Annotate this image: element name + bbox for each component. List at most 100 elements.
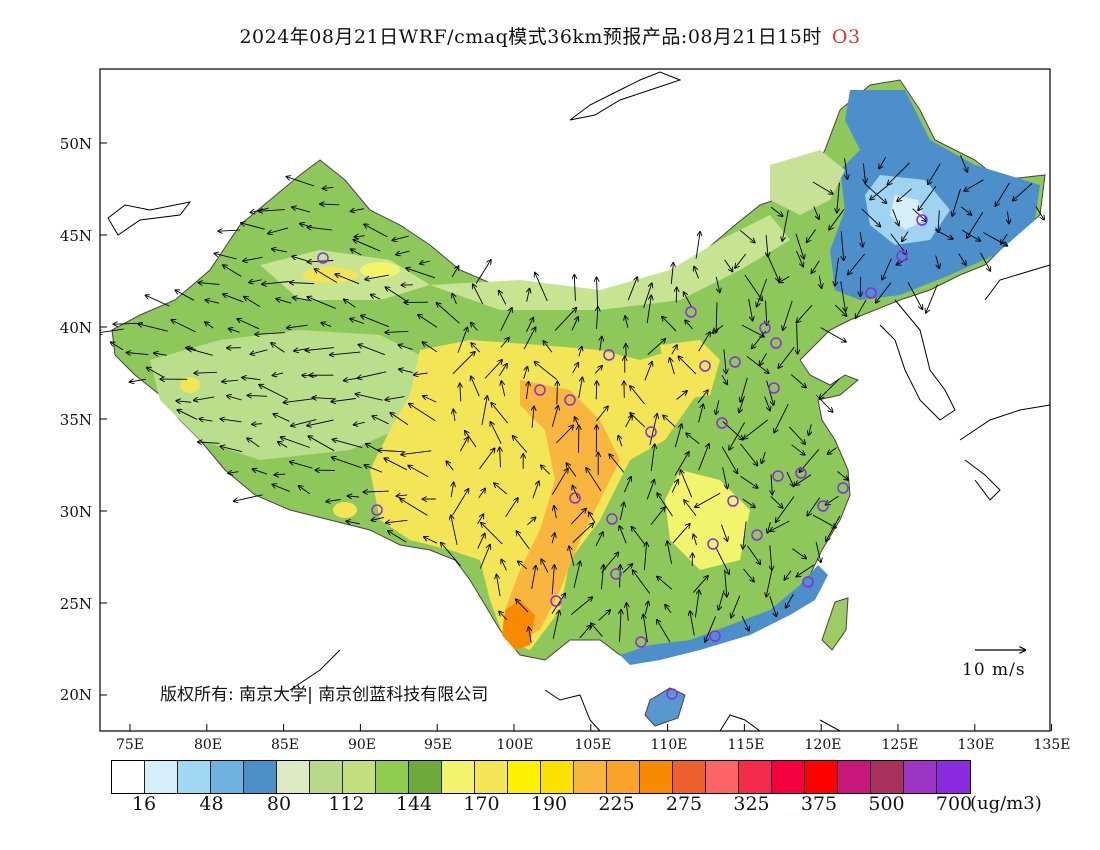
station-marker	[534, 384, 546, 396]
lon-label-75e: 75E	[115, 737, 145, 753]
wind-arrow	[397, 495, 408, 496]
wind-arrow	[928, 163, 941, 185]
wind-arrow	[791, 444, 805, 455]
wind-arrow	[740, 475, 758, 488]
colorbar-legend	[111, 760, 971, 794]
wind-arrow	[678, 356, 697, 375]
wind-arrow	[790, 374, 806, 388]
wind-arrow	[570, 509, 586, 525]
wind-arrow	[361, 316, 389, 328]
wind-arrow	[552, 533, 555, 544]
wind-arrow	[306, 347, 335, 351]
wind-arrow	[335, 274, 360, 285]
wind-arrow	[358, 371, 387, 378]
station-marker	[772, 470, 784, 482]
wind-arrow	[770, 545, 772, 570]
wind-arrow	[543, 341, 553, 353]
wind-arrow	[748, 299, 753, 321]
wind-arrow	[499, 612, 508, 621]
wind-arrow	[243, 256, 263, 261]
wind-arrow	[594, 366, 602, 374]
wind-arrow	[902, 231, 909, 242]
wind-arrow	[323, 187, 334, 188]
wind-vectors	[100, 155, 1045, 643]
wind-arrow	[716, 400, 719, 414]
wind-arrow	[572, 523, 594, 543]
wind-arrow	[935, 255, 940, 268]
wind-arrow	[268, 227, 289, 234]
legend-tick-label: 700	[935, 793, 973, 815]
lat-label-50n: 50N	[59, 135, 92, 153]
wind-arrow	[828, 447, 837, 455]
wind-arrow	[820, 378, 840, 399]
wind-arrow	[626, 603, 628, 621]
wind-arrow	[837, 182, 840, 213]
legend-tick-label: 48	[199, 793, 224, 815]
wind-arrow	[632, 527, 646, 546]
lat-label-30n: 30N	[59, 503, 92, 521]
wind-arrow	[378, 450, 405, 452]
wind-arrow	[531, 566, 536, 589]
wind-arrow	[147, 368, 164, 378]
legend-unit: (ug/m3)	[970, 793, 1042, 814]
wind-arrow	[692, 576, 708, 593]
wind-arrow	[321, 323, 332, 327]
wind-arrow	[741, 615, 749, 631]
wind-arrow	[408, 466, 429, 477]
wind-arrow	[744, 419, 769, 439]
wind-arrow	[177, 410, 198, 420]
lon-label-100e: 100E	[496, 737, 534, 753]
wind-arrow	[554, 506, 556, 519]
wind-arrow	[766, 380, 774, 405]
wind-arrow	[308, 261, 334, 262]
wind-arrow	[731, 595, 741, 618]
wind-arrow	[566, 463, 577, 477]
legend-tick-label: 325	[733, 793, 770, 815]
station-marker	[564, 394, 576, 406]
wind-arrow	[471, 323, 478, 331]
wind-arrow	[423, 396, 437, 403]
wind-arrow	[351, 209, 364, 212]
east-yellow-patches	[665, 470, 750, 570]
wind-arrow	[1001, 233, 1008, 244]
wind-arrow	[907, 282, 922, 309]
wind-arrow	[744, 274, 762, 300]
wind-arrow	[574, 275, 575, 301]
wind-arrow	[346, 521, 360, 524]
wind-arrow	[262, 281, 290, 285]
wind-arrow	[354, 422, 365, 425]
wind-arrow	[274, 474, 286, 475]
legend-tick-label: 500	[868, 793, 905, 815]
legend-swatch	[244, 761, 277, 793]
wind-arrow	[569, 546, 575, 567]
wind-arrow	[657, 620, 671, 643]
wind-arrow	[835, 257, 839, 286]
wind-arrow	[364, 224, 388, 238]
wind-arrow	[529, 627, 532, 643]
wind-arrow	[735, 253, 747, 268]
wind-arrow	[786, 593, 794, 608]
wind-arrow	[837, 471, 848, 480]
wind-arrow	[741, 324, 764, 337]
legend-swatch	[838, 761, 871, 793]
wind-arrow	[281, 437, 310, 448]
south-coast-low-ozone	[620, 565, 828, 665]
yunnan-hotspot	[502, 600, 535, 650]
wind-arrow	[501, 560, 507, 571]
wind-arrow	[625, 316, 628, 328]
wind-arrow	[694, 267, 700, 279]
wind-arrow	[698, 444, 709, 471]
wind-arrow	[674, 452, 689, 476]
wind-arrow	[829, 208, 845, 230]
wind-arrow	[630, 413, 646, 428]
wind-arrow	[227, 396, 242, 401]
wind-arrow	[797, 305, 813, 322]
station-marker	[768, 382, 780, 394]
wind-arrow	[795, 233, 804, 259]
wind-arrow	[505, 498, 518, 517]
wind-arrow	[551, 469, 568, 495]
wind-arrow	[384, 458, 408, 471]
wind-arrow	[892, 208, 899, 225]
north-china-yellow	[660, 340, 720, 400]
wind-arrow	[332, 457, 362, 469]
